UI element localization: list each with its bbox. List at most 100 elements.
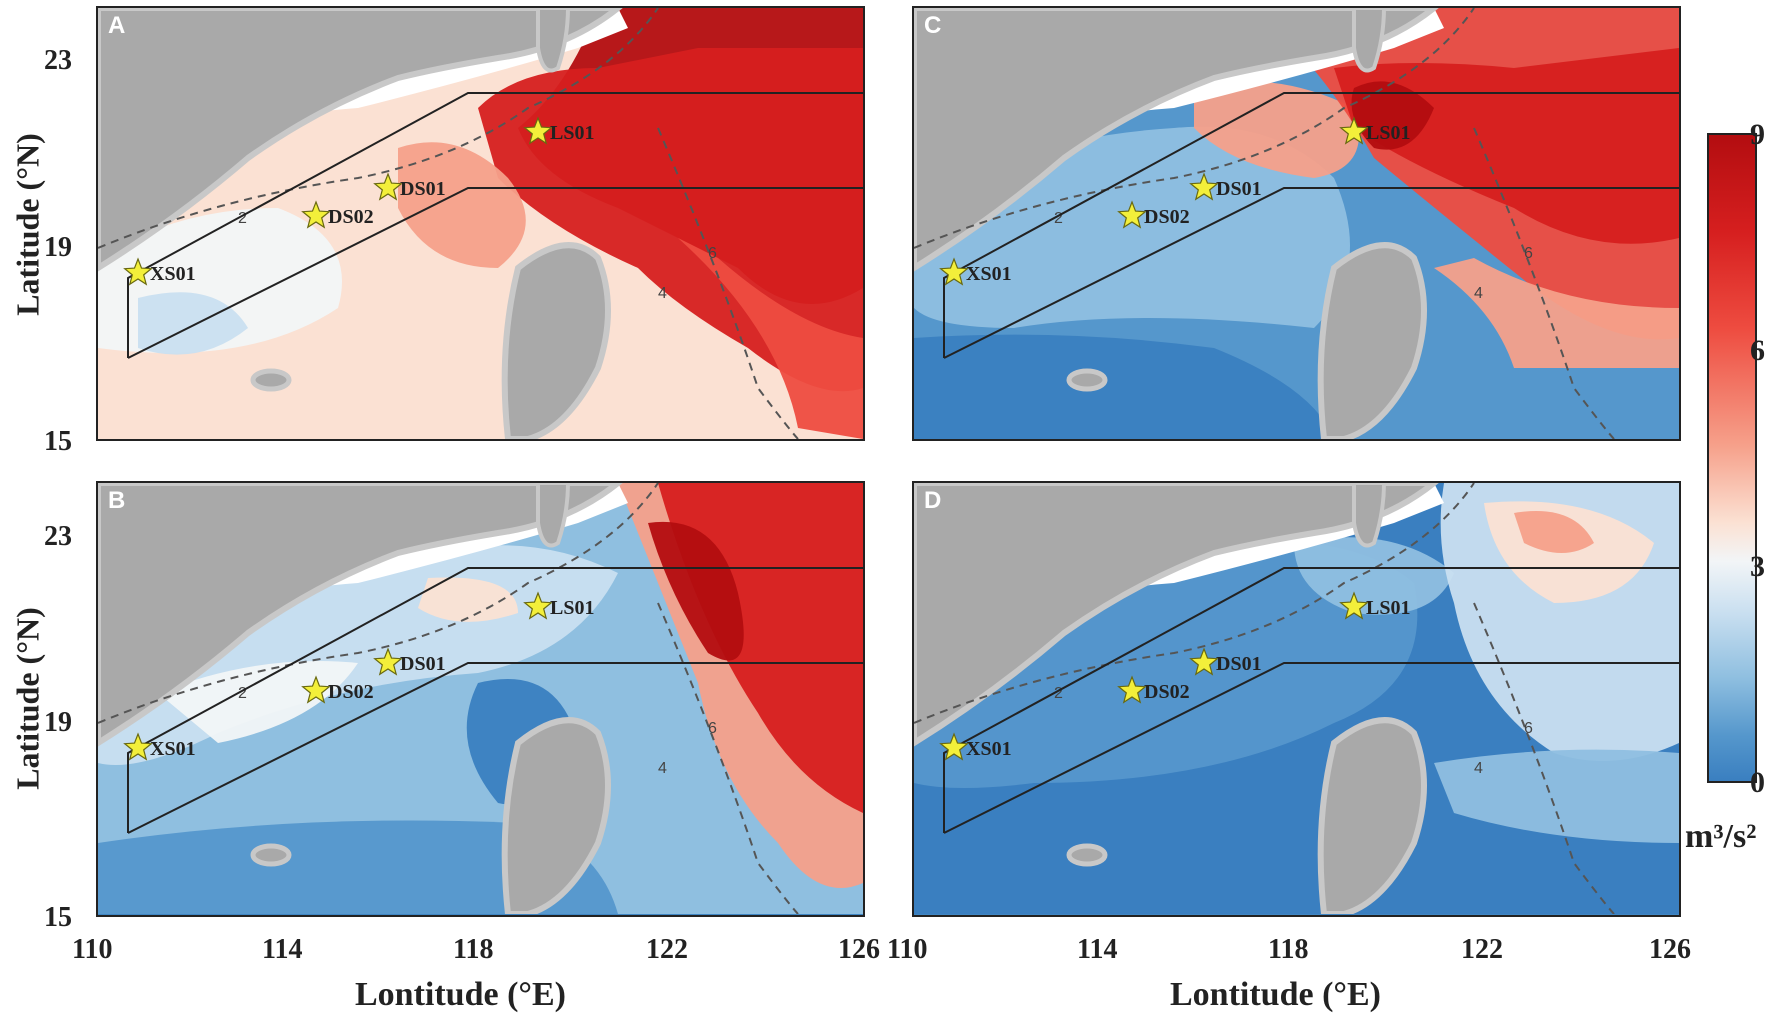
station-label: XS01 <box>150 738 196 760</box>
colorbar-tick: 6 <box>1750 334 1765 367</box>
island-land <box>536 8 571 73</box>
y-tick-label: 15 <box>44 902 72 933</box>
station-label: DS02 <box>328 206 374 228</box>
contour-label: 4 <box>658 760 667 777</box>
study-region-outline <box>943 567 1679 834</box>
x-tick-label: 110 <box>887 934 928 965</box>
island-land <box>1352 8 1387 73</box>
x-tick-label: 126 <box>838 934 880 965</box>
y-tick-label: 19 <box>44 232 72 263</box>
station-star-icon <box>1339 591 1369 620</box>
station-label: DS02 <box>1144 681 1190 703</box>
station-star-icon <box>301 200 331 229</box>
island-land <box>501 242 611 439</box>
map-panel-c: 2 4 6 XS01 DS02 DS01 LS01 C <box>912 6 1681 441</box>
contour-label: 2 <box>1054 685 1063 702</box>
station-star-icon <box>939 257 969 286</box>
island-land <box>1066 368 1108 392</box>
island-land <box>1317 242 1427 439</box>
island-land <box>250 843 292 867</box>
contour-line <box>98 8 659 249</box>
island-land <box>1352 483 1387 548</box>
station-star-icon <box>1189 172 1219 201</box>
contour-line <box>657 602 799 914</box>
contour-line <box>914 8 1475 249</box>
panel-letter: C <box>924 12 942 39</box>
x-tick-label: 126 <box>1649 934 1691 965</box>
y-tick-label: 23 <box>44 521 72 552</box>
contour-line <box>1473 602 1615 914</box>
contour-line <box>914 483 1475 724</box>
station-label: XS01 <box>150 263 196 285</box>
contour-label: 2 <box>238 210 247 227</box>
x-axis-label: Lontitude (°E) <box>1170 976 1382 1013</box>
contour-label: 6 <box>708 720 717 737</box>
station-label: LS01 <box>1366 597 1410 619</box>
contour-label: 4 <box>1474 760 1483 777</box>
contour-line <box>98 483 659 724</box>
contour-label: 4 <box>1474 285 1483 302</box>
x-tick-label: 114 <box>1077 934 1118 965</box>
panel-letter: A <box>108 12 126 39</box>
station-label: LS01 <box>550 597 594 619</box>
island-land <box>536 483 571 548</box>
colorbar-unit: m³/s² <box>1685 818 1757 855</box>
island-land <box>1066 843 1108 867</box>
station-label: DS01 <box>1216 653 1262 675</box>
y-tick-label: 15 <box>44 426 72 457</box>
study-region-outline <box>943 92 1679 359</box>
x-tick-label: 122 <box>646 934 688 965</box>
station-label: LS01 <box>550 122 594 144</box>
station-label: DS02 <box>328 681 374 703</box>
panel-letter: B <box>108 487 126 514</box>
station-star-icon <box>1339 116 1369 145</box>
station-label: XS01 <box>966 738 1012 760</box>
panel-letter: D <box>924 487 942 514</box>
station-star-icon <box>1117 200 1147 229</box>
station-star-icon <box>523 116 553 145</box>
y-axis-label: Latitude (°N) <box>9 607 46 790</box>
y-axis-label: Latitude (°N) <box>9 133 46 316</box>
study-region-outline <box>127 92 863 359</box>
station-star-icon <box>301 675 331 704</box>
island-land <box>1317 717 1427 914</box>
colorbar-tick: 9 <box>1750 118 1765 151</box>
station-star-icon <box>373 647 403 676</box>
contour-label: 2 <box>238 685 247 702</box>
colorbar-tick: 3 <box>1750 550 1765 583</box>
map-panel-b: 2 4 6 XS01 DS02 DS01 LS01 B <box>96 481 865 917</box>
station-label: DS01 <box>400 178 446 200</box>
station-star-icon <box>373 172 403 201</box>
station-label: DS02 <box>1144 206 1190 228</box>
contour-label: 4 <box>658 285 667 302</box>
station-star-icon <box>123 257 153 286</box>
station-label: DS01 <box>1216 178 1262 200</box>
colorbar-tick: 0 <box>1750 766 1765 799</box>
x-tick-label: 110 <box>72 934 113 965</box>
contour-label: 6 <box>708 245 717 262</box>
station-label: LS01 <box>1366 122 1410 144</box>
x-axis-label: Lontitude (°E) <box>355 976 567 1013</box>
map-panel-d: 2 4 6 XS01 DS02 DS01 LS01 D <box>912 481 1681 917</box>
contour-label: 2 <box>1054 210 1063 227</box>
map-panel-a: 2 4 6 XS01 DS02 DS01 LS01 A <box>96 6 865 441</box>
y-tick-label: 23 <box>44 45 72 76</box>
x-tick-label: 122 <box>1461 934 1503 965</box>
contour-label: 6 <box>1524 245 1533 262</box>
island-land <box>250 368 292 392</box>
station-label: XS01 <box>966 263 1012 285</box>
x-tick-label: 114 <box>262 934 303 965</box>
station-star-icon <box>123 732 153 761</box>
x-tick-label: 118 <box>453 934 494 965</box>
colorbar <box>1707 133 1757 783</box>
station-star-icon <box>523 591 553 620</box>
island-land <box>501 717 611 914</box>
station-star-icon <box>1117 675 1147 704</box>
contour-line <box>1473 127 1615 439</box>
contour-label: 6 <box>1524 720 1533 737</box>
study-region-outline <box>127 567 863 834</box>
station-star-icon <box>1189 647 1219 676</box>
x-tick-label: 118 <box>1268 934 1309 965</box>
station-label: DS01 <box>400 653 446 675</box>
station-star-icon <box>939 732 969 761</box>
